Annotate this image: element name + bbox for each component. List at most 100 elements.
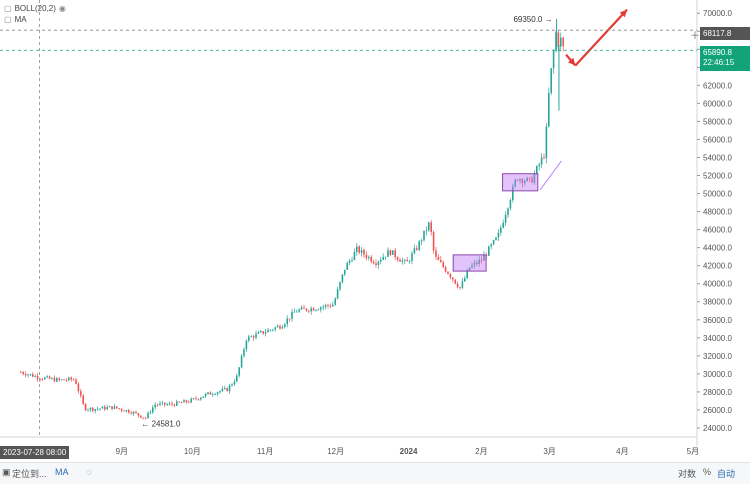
candle-body <box>51 378 53 379</box>
candle-body <box>72 379 75 381</box>
candle-body <box>118 408 120 410</box>
candle-body <box>490 244 492 247</box>
candle-body <box>250 336 252 338</box>
calendar-icon[interactable]: ▣ <box>2 467 11 477</box>
candle-body <box>34 375 36 377</box>
y-tick-label: 42000.0 <box>703 262 732 271</box>
candle-body <box>108 406 111 408</box>
y-tick-label: 24000.0 <box>703 424 732 433</box>
candle-body <box>236 375 238 382</box>
candle-body <box>543 157 545 159</box>
add-icon[interactable]: ＋ <box>690 31 700 42</box>
candle-body <box>130 412 132 414</box>
candle-body <box>353 251 356 261</box>
last-price: 65890.8 <box>703 48 732 57</box>
eye-icon[interactable]: ◉ <box>58 4 66 13</box>
candle-body <box>382 256 384 260</box>
legend-ma[interactable]: ▢ MA <box>4 15 27 24</box>
grid-lines <box>0 0 698 446</box>
candle-body <box>281 327 284 329</box>
candle-body <box>312 308 315 311</box>
candle-body <box>180 402 183 404</box>
y-tick-label: 38000.0 <box>703 298 732 307</box>
candle-body <box>209 392 212 395</box>
candle-body <box>228 385 231 392</box>
y-tick-label: 44000.0 <box>703 244 732 253</box>
candle-body <box>214 394 216 395</box>
x-tick-label: 9月 <box>116 447 128 456</box>
candle-body <box>521 179 524 184</box>
candle-body <box>317 309 320 311</box>
candle-body <box>368 256 370 259</box>
candle-body <box>528 177 531 179</box>
candle-body <box>176 401 178 406</box>
candle-body <box>476 262 478 265</box>
candle-body <box>303 307 305 309</box>
candle-body <box>449 273 452 278</box>
y-tick-label: 54000.0 <box>703 153 732 162</box>
settings-icon[interactable]: ◌ <box>86 467 92 477</box>
candle-body <box>356 246 358 252</box>
x-axis: 9月 10月 11月 12月 2024 2月 3月 4月 5月 <box>116 447 700 456</box>
crosshair <box>0 0 697 437</box>
candle-body <box>514 179 516 187</box>
candle-body <box>77 383 80 392</box>
candle-body <box>260 331 262 333</box>
candle-body <box>87 409 89 411</box>
candle-body <box>392 250 394 255</box>
candle-body <box>195 398 197 399</box>
candle-body <box>411 253 413 262</box>
auto-toggle[interactable]: 自动 <box>717 469 736 479</box>
candle-body <box>65 380 68 381</box>
candle-body <box>84 403 87 411</box>
candle-body <box>548 92 550 127</box>
candle-body <box>291 311 293 319</box>
candle-body <box>562 37 564 46</box>
low-price-label: ← 24581.0 <box>141 420 181 429</box>
candle-body <box>420 240 423 242</box>
ma-toggle[interactable]: MA <box>55 467 69 477</box>
candle-body <box>238 367 240 376</box>
candle-body <box>111 406 113 409</box>
candle-body <box>478 260 480 265</box>
y-tick-label: 50000.0 <box>703 190 732 199</box>
candle-body <box>92 407 94 411</box>
legend-boll[interactable]: ▢ BOLL(20,2) ◉ <box>4 4 66 13</box>
last-price-tag: 65890.8 22:46:15 <box>700 46 750 71</box>
candle-body <box>29 374 32 375</box>
log-toggle[interactable]: 对数 <box>678 469 697 479</box>
x-tick-label: 2月 <box>475 447 487 456</box>
candle-body <box>468 267 471 271</box>
candle-body <box>48 376 51 379</box>
candle-body <box>245 340 248 350</box>
candle-body <box>560 37 562 47</box>
y-tick-label: 62000.0 <box>703 81 732 90</box>
candle-body <box>75 379 77 384</box>
candle-body <box>226 387 228 392</box>
highlight-box <box>452 254 487 272</box>
candle-body <box>327 304 329 306</box>
candle-body <box>432 231 435 251</box>
candle-body <box>123 410 125 412</box>
candle-body <box>46 376 48 378</box>
y-tick-label: 40000.0 <box>703 280 732 289</box>
candle-body <box>452 277 454 280</box>
candle-body <box>288 318 291 320</box>
percent-toggle[interactable]: % <box>703 467 712 477</box>
candle-body <box>408 261 411 262</box>
y-tick-label: 30000.0 <box>703 370 732 379</box>
crosshair-date-tag: 2023-07-28 08:00 <box>0 446 70 459</box>
candle-body <box>192 398 195 399</box>
candle-body <box>125 410 128 412</box>
candle-body <box>461 281 464 288</box>
candle-body <box>495 237 497 241</box>
candle-body <box>20 372 22 373</box>
candle-body <box>387 250 389 257</box>
candle-body <box>178 401 180 403</box>
candle-body <box>286 318 288 325</box>
candle-body <box>272 329 274 331</box>
highlight-box <box>502 173 539 192</box>
candle-body <box>377 261 380 265</box>
goto-date-button[interactable]: 定位到... <box>12 469 47 479</box>
